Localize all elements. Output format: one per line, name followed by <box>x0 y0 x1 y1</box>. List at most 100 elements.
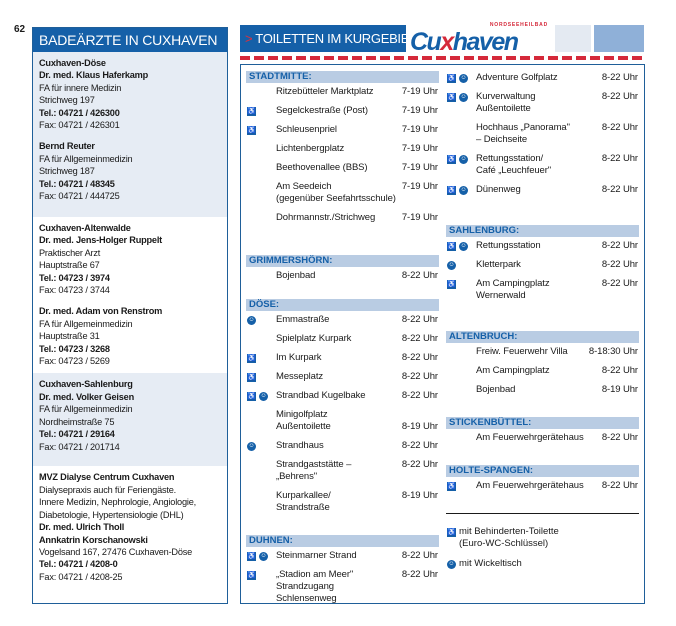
toilet-row: Am Campingplatz 8-22 Uhr <box>446 365 639 384</box>
opening-hours: 8-22 Uhr <box>601 184 638 195</box>
toilet-row: Kurparkallee/ Strandstraße 8-19 Uhr <box>246 490 439 521</box>
toilet-row: Am Feuerwehrgerätehaus 8-22 Uhr <box>446 432 639 451</box>
spa-doctors-title: BADEÄRZTE IN CUXHAVEN <box>33 28 227 52</box>
opening-hours: 7-19 Uhr <box>401 105 438 116</box>
opening-hours: 7-19 Uhr <box>401 86 438 97</box>
doctor-line: Vogelsand 167, 27476 Cuxhaven-Döse <box>39 546 193 557</box>
doctor-line: Cuxhaven-Sahlenburg <box>39 379 133 390</box>
doctor-line: Tel.: 04721 / 426300 <box>39 107 120 118</box>
section-header: SAHLENBURG: <box>446 225 639 237</box>
wheelchair-icon: ♿ <box>447 482 456 491</box>
spa-doctors-panel: BADEÄRZTE IN CUXHAVEN Cuxhaven-Döse Dr. m… <box>32 27 228 604</box>
toilet-row: Freiw. Feuerwehr Villa 8-18:30 Uhr <box>446 346 639 365</box>
legend-item: ♿ mit Behinderten-Toilette (Euro-WC-Schlü… <box>446 526 639 550</box>
doctor-line: Fax: 04721 / 426301 <box>39 120 120 131</box>
doctor-line: Strichweg 197 <box>39 95 95 106</box>
toilet-name: Strandhaus <box>276 440 324 451</box>
toilet-name: Hochhaus „Panorama" – Deichseite <box>476 122 570 145</box>
wheelchair-icon: ♿ <box>247 107 256 116</box>
baby-changing-icon: ☺ <box>459 74 468 83</box>
dashed-divider <box>240 56 644 60</box>
toilet-name: Rettungsstation/ Café „Leuchfeuer" <box>476 153 552 176</box>
opening-hours: 8-22 Uhr <box>601 365 638 376</box>
section-header: GRIMMERSHÖRN: <box>246 255 439 267</box>
toilet-row: ♿ ☺ Strandbad Kugelbake 8-22 Uhr <box>246 390 439 409</box>
row-icons: ♿ <box>246 124 272 136</box>
row-icons <box>246 181 272 205</box>
toilet-name: Dünenweg <box>476 184 521 195</box>
row-icons <box>246 212 272 224</box>
toilet-name: Freiw. Feuerwehr Villa <box>476 346 568 357</box>
doctor-line: Dr. med. Klaus Haferkamp <box>39 70 149 81</box>
doctor-line: FA für innere Medizin <box>39 82 122 93</box>
legend-text: mit Behinderten-Toilette (Euro-WC-Schlüs… <box>459 526 559 549</box>
doctor-line: Nordheimstraße 75 <box>39 416 115 427</box>
row-icons <box>446 384 472 396</box>
doctor-line: Fax: 04723 / 3744 <box>39 285 110 296</box>
opening-hours: 8-22 Uhr <box>401 333 438 344</box>
doctor-group: Cuxhaven-Döse Dr. med. Klaus Haferkamp FA … <box>33 52 227 217</box>
opening-hours: 8-22 Uhr <box>401 440 438 451</box>
doctor-line: Dr. med. Jens-Holger Ruppelt <box>39 235 163 246</box>
toilets-column-left: STADTMITTE: Ritzebütteler Marktplatz 7-19 … <box>246 71 439 626</box>
row-icons <box>446 365 472 377</box>
decor-box-blue <box>594 25 644 52</box>
doctor-line: Fax: 04721 / 444725 <box>39 191 120 202</box>
wheelchair-icon: ♿ <box>247 552 256 561</box>
opening-hours: 8-22 Uhr <box>401 459 438 470</box>
doctor-entry: Dr. med. Adam von Renstrom FA für Allgeme… <box>39 305 221 367</box>
opening-hours: 8-22 Uhr <box>601 72 638 83</box>
toilet-name: Spielplatz Kurpark <box>276 333 352 344</box>
toilet-name: Adventure Golfplatz <box>476 72 558 83</box>
toilet-row: ♿ „Stadion am Meer" Strandzugang Schlense… <box>246 569 439 612</box>
opening-hours: 8-22 Uhr <box>601 480 638 491</box>
toilet-section: GRIMMERSHÖRN: Bojenbad 8-22 Uhr <box>246 255 439 289</box>
opening-hours: 7-19 Uhr <box>401 162 438 173</box>
toilets-title-text: TOILETTEN IM KURGEBIET <box>255 31 406 46</box>
opening-hours: 7-19 Uhr <box>401 181 438 192</box>
toilet-row: Bojenbad 8-22 Uhr <box>246 270 439 289</box>
toilet-name: Im Kurpark <box>276 352 322 363</box>
toilet-row: ♿ ☺ Kurverwaltung Außentoilette 8-22 Uhr <box>446 91 639 122</box>
doctor-line: Dialysepraxis auch für Feriengäste. <box>39 484 177 495</box>
section-header: HOLTE-SPANGEN: <box>446 465 639 477</box>
opening-hours: 8-18:30 Uhr <box>588 346 638 357</box>
opening-hours: 8-19 Uhr <box>401 490 438 501</box>
logo-part-x: x <box>440 28 454 56</box>
doctor-entry: Cuxhaven-Sahlenburg Dr. med. Volker Geise… <box>39 378 221 452</box>
doctor-line: FA für Allgemeinmedizin <box>39 318 133 329</box>
row-icons: ♿ <box>246 371 272 383</box>
toilet-section: SAHLENBURG: ♿ ☺ Rettungsstation 8-22 Uhr ☺ Kle… <box>446 225 639 309</box>
toilet-row: ☺ Strandhaus 8-22 Uhr <box>246 440 439 459</box>
opening-hours: 8-22 Uhr <box>601 432 638 443</box>
toilet-name: Kurverwaltung Außentoilette <box>476 91 536 114</box>
doctor-line: Fax: 04721 / 4208-25 <box>39 571 123 582</box>
row-icons: ♿ <box>246 105 272 117</box>
doctor-group: Cuxhaven-Sahlenburg Dr. med. Volker Geise… <box>33 373 227 467</box>
toilet-name: Steinmarner Strand <box>276 550 357 561</box>
doctor-entry: Bernd Reuter FA für Allgemeinmedizin Stric… <box>39 140 221 202</box>
toilet-section: DÖSE: ☺ Emmastraße 8-22 Uhr Spielplatz Kurpa… <box>246 299 439 521</box>
baby-changing-icon: ☺ <box>259 392 268 401</box>
toilet-row: ♿ Am Campingplatz Wernerwald 8-22 Uhr <box>446 278 639 309</box>
opening-hours: 8-22 Uhr <box>601 122 638 133</box>
baby-changing-icon: ☺ <box>447 560 456 569</box>
toilet-section: ALTENBRUCH: Freiw. Feuerwehr Villa 8-18:30… <box>446 331 639 403</box>
row-icons: ♿ ☺ <box>446 184 472 196</box>
doctor-line: Dr. med. Ulrich Tholl <box>39 522 125 533</box>
doctor-group: MVZ Dialyse Centrum Cuxhaven Dialysepraxi… <box>33 466 227 589</box>
row-icons: ♿ <box>246 352 272 364</box>
opening-hours: 8-22 Uhr <box>601 91 638 102</box>
doctor-line: Annkatrin Korschanowski <box>39 534 148 545</box>
legend: ♿ mit Behinderten-Toilette (Euro-WC-Schlü… <box>446 513 639 570</box>
logo-wordmark: Cuxhaven <box>410 28 519 56</box>
toilet-row: ♿ Segelckestraße (Post) 7-19 Uhr <box>246 105 439 124</box>
toilet-row: ♿ Am Feuerwehrgerätehaus 8-22 Uhr <box>446 480 639 499</box>
doctor-line: Bernd Reuter <box>39 141 95 152</box>
page-number: 62 <box>14 24 26 35</box>
doctor-line: FA für Allgemeinmedizin <box>39 404 133 415</box>
legend-item: ☺ mit Wickeltisch <box>446 558 639 570</box>
section-header: ALTENBRUCH: <box>446 331 639 343</box>
row-icons <box>246 459 272 483</box>
toilet-name: Kletterpark <box>476 259 521 270</box>
